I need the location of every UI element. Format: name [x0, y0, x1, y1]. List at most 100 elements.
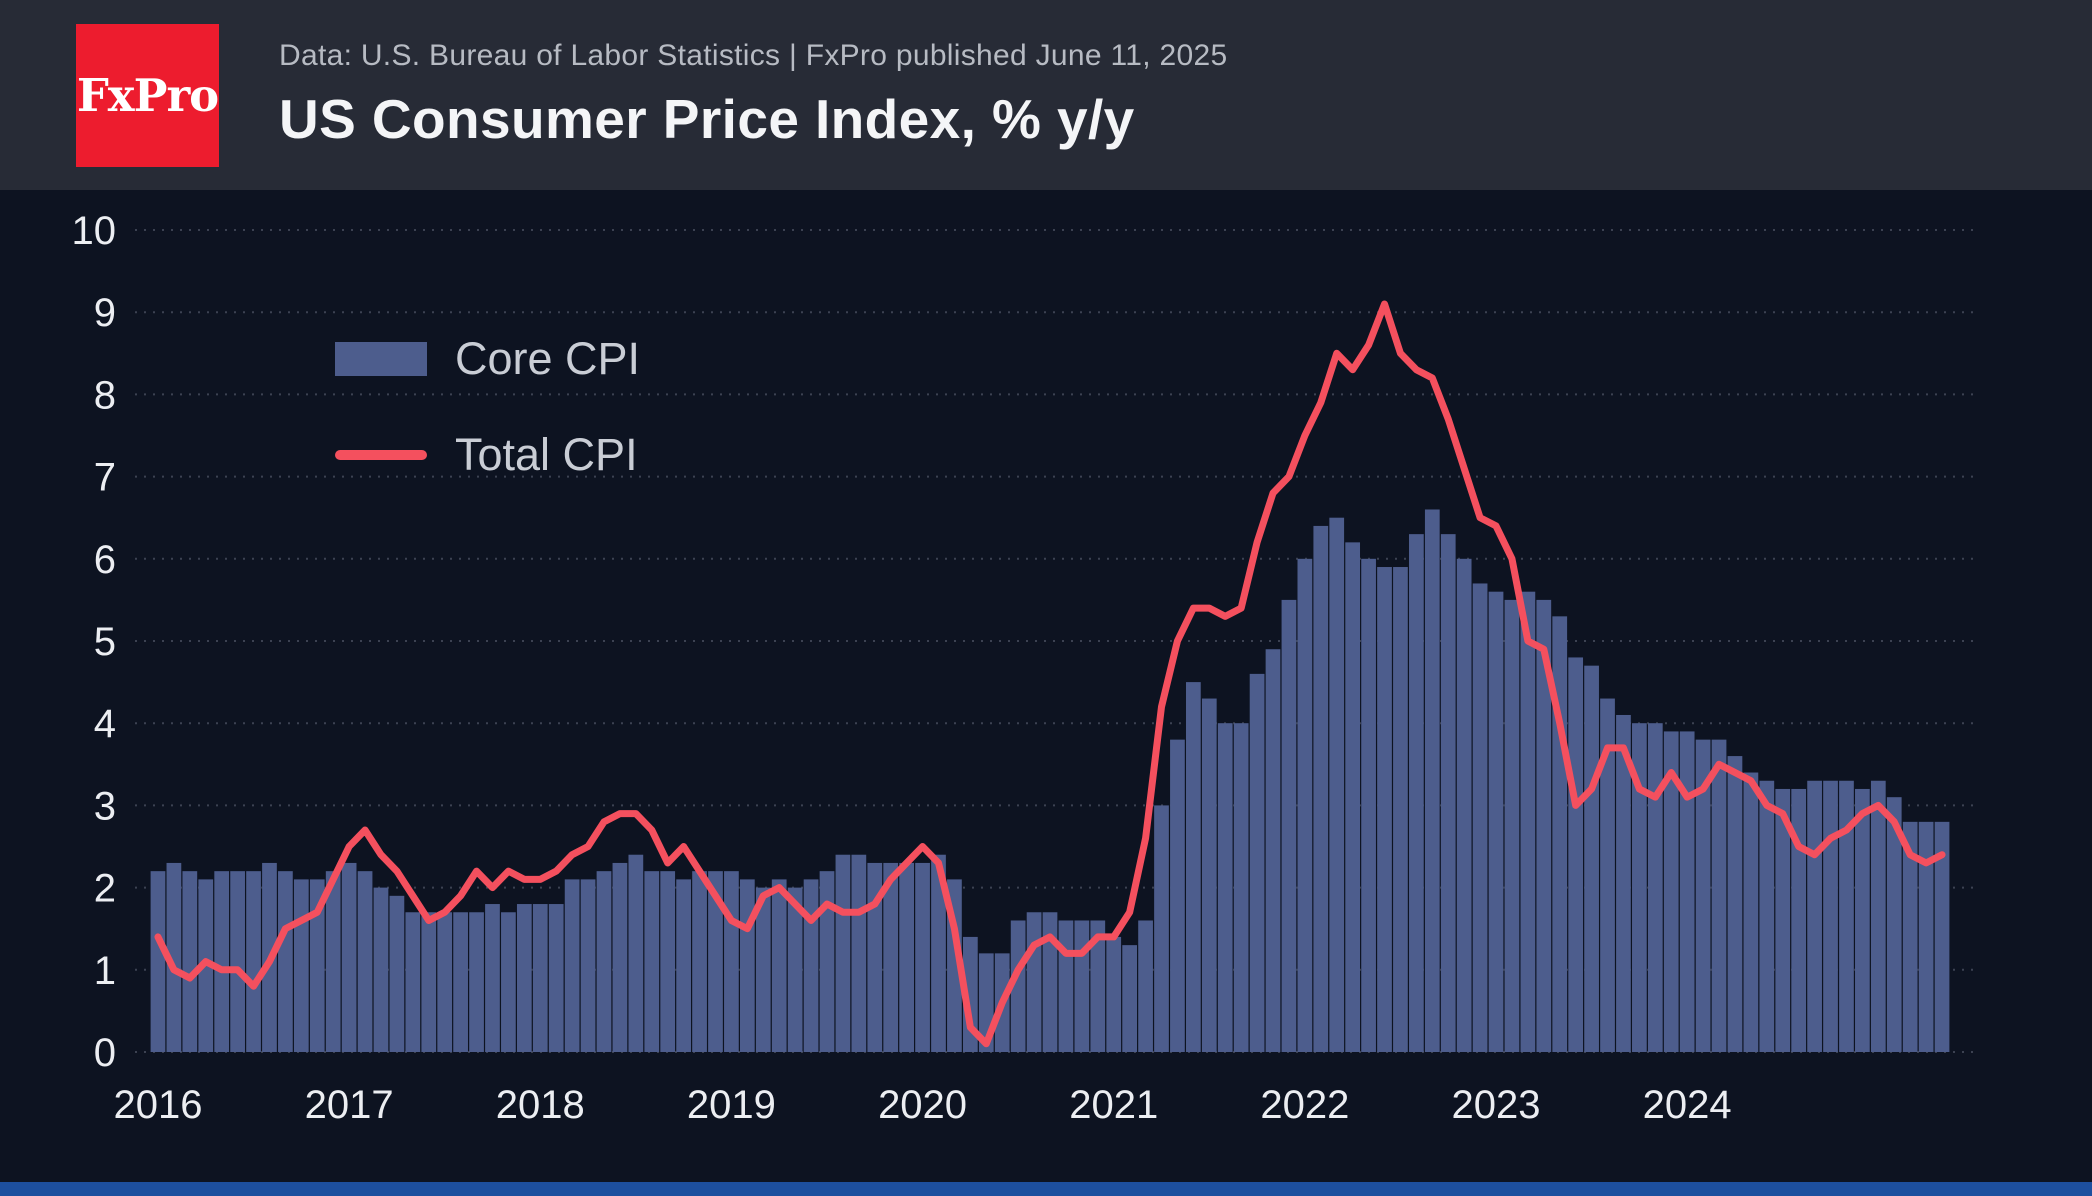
core-cpi-bar	[437, 912, 453, 1052]
core-cpi-bar	[1823, 780, 1838, 1052]
x-axis-label: 2021	[1069, 1083, 1158, 1127]
core-cpi-bar	[469, 912, 484, 1052]
core-cpi-bar	[389, 895, 405, 1052]
core-cpi-bar	[325, 871, 341, 1052]
legend-item-total: Total CPI	[335, 426, 640, 484]
core-cpi-bar	[1106, 936, 1122, 1052]
core-cpi-bar	[309, 879, 325, 1052]
core-cpi-bar	[373, 887, 389, 1052]
core-cpi-bar	[755, 887, 771, 1052]
core-cpi-bar	[819, 871, 835, 1052]
core-cpi-bar	[405, 912, 421, 1052]
core-cpi-bar	[1186, 682, 1201, 1052]
core-cpi-bar	[628, 854, 644, 1052]
core-cpi-bar	[1488, 591, 1504, 1052]
core-cpi-bar	[1632, 723, 1647, 1052]
core-cpi-bar	[835, 854, 851, 1052]
legend-label-core: Core CPI	[455, 333, 641, 384]
core-cpi-bar	[1568, 657, 1584, 1052]
core-cpi-bar	[1265, 649, 1281, 1052]
core-cpi-bar	[1361, 558, 1376, 1052]
chart-canvas: 0 1 2 3 4 5 6 7 8 9 10 2016 2017 2018 2019 2020 2021 2022…	[72, 209, 1980, 1127]
core-cpi-bar	[739, 879, 755, 1052]
core-cpi-bar	[1329, 517, 1345, 1052]
x-axis-label: 2023	[1452, 1083, 1541, 1127]
legend-item-core: Core CPI	[335, 330, 640, 388]
core-cpi-bar	[612, 862, 628, 1052]
core-cpi-bar	[1552, 616, 1568, 1052]
core-cpi-bar	[1886, 797, 1902, 1052]
core-cpi-bar	[1616, 714, 1631, 1052]
core-cpi-bar	[867, 862, 883, 1052]
core-cpi-bar	[1791, 788, 1807, 1052]
core-cpi-bar	[1058, 920, 1074, 1052]
core-cpi-bar	[1297, 558, 1313, 1052]
y-axis-label: 8	[94, 373, 116, 417]
core-cpi-bar	[1393, 567, 1408, 1052]
core-cpi-bar	[851, 854, 867, 1052]
chart-legend: Core CPI Total CPI	[335, 330, 640, 484]
core-cpi-bar	[1727, 756, 1743, 1052]
core-cpi-bar	[580, 879, 596, 1052]
core-cpi-bar	[1743, 772, 1759, 1052]
core-cpi-bar	[1233, 723, 1249, 1052]
core-cpi-bar	[931, 854, 946, 1052]
core-cpi-bar	[915, 862, 930, 1052]
core-cpi-bar	[564, 879, 580, 1052]
core-cpi-bar	[214, 871, 230, 1052]
core-cpi-bar	[1281, 599, 1297, 1052]
core-cpi-bar	[1584, 665, 1599, 1052]
core-cpi-bar	[1600, 698, 1615, 1052]
core-cpi-bar	[676, 879, 691, 1052]
total-cpi-line	[154, 300, 1946, 1048]
y-axis-label: 0	[94, 1031, 116, 1075]
core-cpi-bar	[1026, 912, 1042, 1052]
page-title: US Consumer Price Index, % y/y	[279, 88, 1135, 150]
chart-source-caption: Data: U.S. Bureau of Labor Statistics | …	[279, 39, 1228, 72]
core-cpi-bar	[532, 904, 548, 1052]
core-cpi-bar	[1440, 534, 1456, 1052]
core-cpi-bar	[1647, 723, 1663, 1052]
total-cpi-swatch	[335, 450, 427, 460]
core-cpi-bar	[1217, 723, 1233, 1052]
core-cpi-bar	[1074, 920, 1090, 1052]
core-cpi-bar	[1138, 920, 1153, 1052]
core-cpi-bar	[1201, 698, 1217, 1052]
core-cpi-bar	[1934, 821, 1950, 1052]
x-axis-label: 2019	[687, 1083, 776, 1127]
y-axis-label: 3	[94, 784, 116, 828]
core-cpi-bar	[1313, 525, 1329, 1052]
core-cpi-bar	[1663, 731, 1679, 1052]
core-cpi-bar	[421, 912, 437, 1052]
core-cpi-bar	[182, 871, 198, 1052]
core-cpi-bar	[1122, 945, 1138, 1052]
fxpro-logo-text: FxPro	[76, 68, 219, 122]
core-cpi-bar	[485, 904, 500, 1052]
core-cpi-bar	[1377, 567, 1392, 1052]
core-cpi-bar	[724, 871, 739, 1052]
core-cpi-bar	[548, 904, 564, 1052]
core-cpi-bar	[596, 871, 612, 1052]
core-cpi-bar	[150, 871, 166, 1052]
core-cpi-bar	[1409, 534, 1424, 1052]
core-cpi-swatch	[335, 342, 427, 376]
core-cpi-bar	[1456, 558, 1472, 1052]
core-cpi-bar	[1775, 788, 1791, 1052]
core-cpi-bar	[341, 862, 357, 1052]
core-cpi-bar	[246, 871, 261, 1052]
core-cpi-bar	[1711, 739, 1727, 1052]
core-cpi-bar	[1918, 821, 1934, 1052]
core-cpi-bar	[230, 871, 245, 1052]
core-cpi-bar	[1855, 788, 1870, 1052]
core-cpi-bar	[1170, 739, 1185, 1052]
y-axis-label: 2	[94, 867, 116, 911]
core-cpi-bar	[1010, 920, 1026, 1052]
core-cpi-bar	[1536, 599, 1552, 1052]
core-cpi-bar	[899, 862, 914, 1052]
core-cpi-bar	[660, 871, 676, 1052]
core-cpi-bar	[1520, 591, 1536, 1052]
core-cpi-bar	[1090, 920, 1106, 1052]
fxpro-logo: FxPro	[76, 23, 219, 167]
y-axis-label: 4	[94, 702, 116, 746]
header-text-block: Data: U.S. Bureau of Labor Statistics | …	[279, 39, 1227, 151]
